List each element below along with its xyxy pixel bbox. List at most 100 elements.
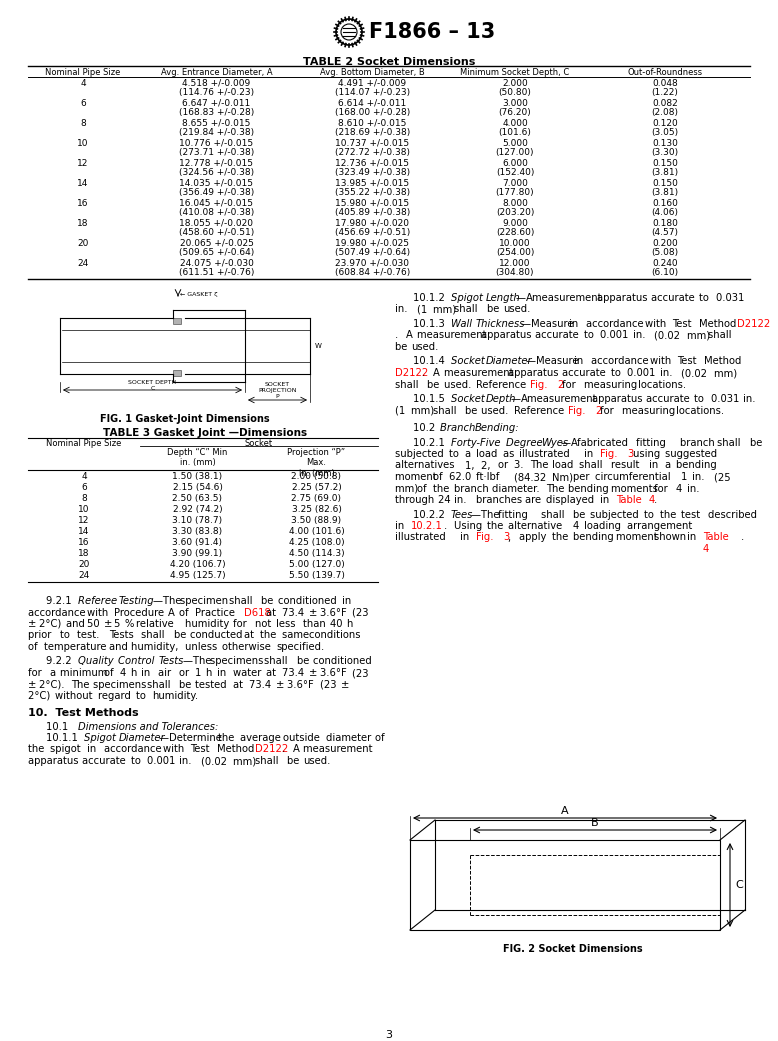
Text: relative: relative (136, 619, 177, 629)
Text: Tests: Tests (159, 657, 184, 666)
Text: 4: 4 (81, 472, 87, 481)
Text: bending: bending (676, 460, 720, 471)
Text: water: water (233, 668, 265, 678)
Text: (356.49 +/-0.38): (356.49 +/-0.38) (179, 188, 254, 197)
Text: 2,: 2, (482, 460, 494, 471)
Text: 4.20 (106.7): 4.20 (106.7) (170, 560, 226, 569)
Text: 4.491 +/-0.009: 4.491 +/-0.009 (338, 79, 407, 88)
Text: ±: ± (276, 680, 288, 689)
Text: less: less (276, 619, 299, 629)
Text: 4: 4 (80, 79, 86, 88)
Text: shall: shall (433, 406, 460, 415)
Text: Fig.: Fig. (568, 406, 588, 415)
Text: shall: shall (255, 756, 282, 766)
Text: Projection “P”
Max.
in. (mm): Projection “P” Max. in. (mm) (287, 448, 345, 478)
Text: Tests: Tests (109, 631, 137, 640)
Text: 14.035 +/-0.015: 14.035 +/-0.015 (180, 179, 254, 188)
Text: air: air (158, 668, 173, 678)
Text: load: load (552, 460, 576, 471)
Text: are: are (524, 496, 544, 505)
Text: Spigot: Spigot (84, 733, 119, 743)
Text: Forty-Five: Forty-Five (450, 437, 503, 448)
Text: for: for (562, 380, 580, 389)
Text: SOCKET
PROJECTION
P: SOCKET PROJECTION P (258, 382, 296, 399)
Text: 2.50 (63.5): 2.50 (63.5) (173, 494, 223, 503)
Text: mm): mm) (412, 406, 437, 415)
Text: 3.60 (91.4): 3.60 (91.4) (173, 538, 223, 547)
Text: for: for (28, 668, 45, 678)
Text: .: . (443, 520, 450, 531)
Text: accordance: accordance (103, 744, 164, 755)
Text: humidity: humidity (184, 619, 232, 629)
Text: Referee: Referee (79, 596, 121, 606)
Text: the: the (552, 533, 571, 542)
Text: Test: Test (677, 356, 699, 366)
Text: 3.25 (82.6): 3.25 (82.6) (292, 505, 342, 514)
Text: (4.06): (4.06) (651, 208, 678, 217)
Text: 73.4: 73.4 (282, 668, 307, 678)
Text: a: a (665, 460, 675, 471)
Text: test: test (682, 509, 703, 519)
Text: the: the (28, 744, 47, 755)
Text: —Determine: —Determine (159, 733, 225, 743)
Text: specified.: specified. (276, 642, 324, 652)
Text: branch: branch (454, 483, 492, 493)
Text: spigot: spigot (50, 744, 83, 755)
Text: per: per (573, 472, 593, 482)
Text: 20: 20 (77, 239, 89, 248)
Text: 16: 16 (77, 199, 89, 208)
Text: (101.6): (101.6) (499, 128, 531, 137)
Text: without: without (55, 691, 96, 701)
Text: than: than (303, 619, 329, 629)
Text: moment: moment (616, 533, 661, 542)
Text: specimens: specimens (93, 680, 149, 689)
Text: D618: D618 (244, 608, 271, 617)
Text: 12.736 +/-0.015: 12.736 +/-0.015 (335, 159, 409, 168)
Text: 0.150: 0.150 (652, 159, 678, 168)
Text: (168.83 +/-0.28): (168.83 +/-0.28) (179, 108, 254, 117)
Text: 8: 8 (81, 494, 87, 503)
Text: .: . (654, 496, 657, 505)
Text: in: in (395, 520, 408, 531)
Text: Using: Using (454, 520, 485, 531)
Text: be: be (287, 756, 303, 766)
Text: Nominal Pipe Size: Nominal Pipe Size (45, 68, 121, 77)
Text: (3.81): (3.81) (651, 188, 678, 197)
Text: average: average (240, 733, 284, 743)
Text: 24: 24 (79, 572, 89, 580)
Text: apply: apply (519, 533, 550, 542)
Text: specimen: specimen (180, 596, 232, 606)
Text: Table
4: Table 4 (703, 533, 728, 554)
Text: used.: used. (503, 305, 531, 314)
Text: Wall: Wall (450, 319, 475, 329)
Text: be: be (427, 380, 443, 389)
Text: the: the (487, 520, 506, 531)
Text: 2.15 (54.6): 2.15 (54.6) (173, 483, 223, 492)
Text: of: of (416, 483, 429, 493)
Text: of: of (28, 642, 40, 652)
Text: in: in (649, 460, 661, 471)
Text: Nm): Nm) (552, 472, 576, 482)
Text: 3.50 (88.9): 3.50 (88.9) (292, 516, 342, 525)
Text: 6.614 +/-0.011: 6.614 +/-0.011 (338, 99, 407, 108)
Text: measuring: measuring (622, 406, 678, 415)
Text: subjected: subjected (395, 449, 447, 459)
Text: mm): mm) (395, 483, 421, 493)
Text: —A: —A (516, 293, 536, 303)
Text: 5.000: 5.000 (502, 139, 528, 148)
Text: 0.031: 0.031 (710, 393, 742, 404)
Text: at: at (265, 668, 279, 678)
Text: for: for (233, 619, 250, 629)
Text: 4.00 (101.6): 4.00 (101.6) (289, 527, 345, 536)
Text: (0.02: (0.02 (201, 756, 230, 766)
Text: 18.055 +/-0.020: 18.055 +/-0.020 (180, 219, 254, 228)
Text: Method: Method (704, 356, 745, 366)
Text: for: for (654, 483, 671, 493)
Text: and: and (66, 619, 88, 629)
Text: in: in (584, 449, 597, 459)
Text: A: A (433, 369, 443, 378)
Text: 6: 6 (80, 99, 86, 108)
Text: diameter: diameter (326, 733, 374, 743)
Text: (608.84 +/-0.76): (608.84 +/-0.76) (335, 268, 410, 277)
Text: (0.02: (0.02 (682, 369, 710, 378)
